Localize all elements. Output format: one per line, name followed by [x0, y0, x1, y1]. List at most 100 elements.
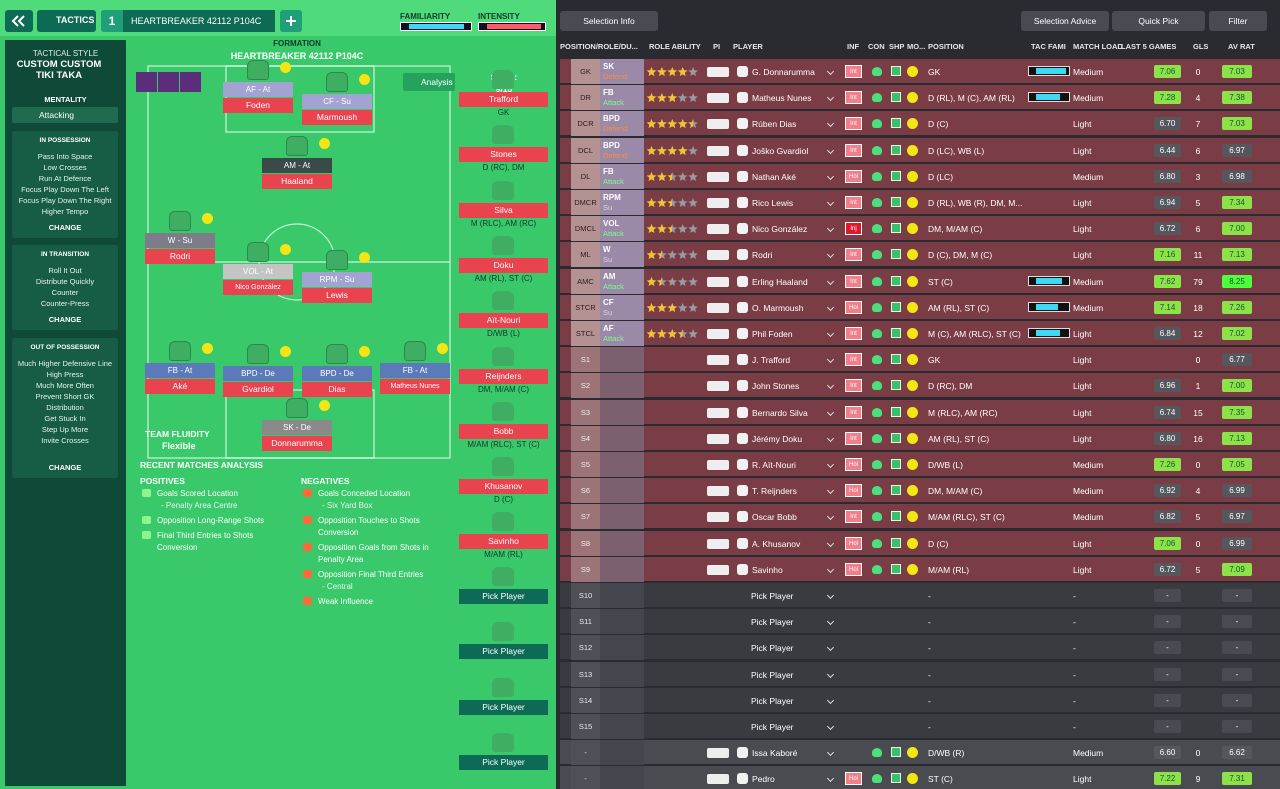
sub-name[interactable]: Silva: [459, 202, 548, 218]
table-row[interactable]: DMCL VOL Attack Nico González Inj DM, M/AM (C…: [560, 216, 1280, 242]
tactic-selector[interactable]: HEARTBREAKER 42112 P104C: [123, 10, 275, 32]
player-name[interactable]: Pick Player: [751, 722, 794, 732]
player-role[interactable]: VOL - At: [223, 264, 293, 279]
player-name[interactable]: Rodri: [145, 249, 215, 264]
table-row[interactable]: - Pedro Hol ST (C) Light 7.22 9 7.31: [560, 766, 1280, 789]
player-role[interactable]: BPD - De: [223, 366, 293, 381]
player-name[interactable]: T. Reijnders: [752, 486, 797, 497]
sub-name[interactable]: Khusanov: [459, 479, 548, 495]
sub-name[interactable]: Savinho: [459, 534, 548, 550]
sub-name[interactable]: Bobb: [459, 423, 548, 439]
change-button[interactable]: CHANGE: [48, 463, 82, 472]
player-role[interactable]: FB - At: [145, 363, 215, 378]
sub-name[interactable]: Trafford: [459, 92, 548, 107]
table-row[interactable]: S6 T. Reijnders Hol DM, M/AM (C) Medium 6.92 4…: [560, 478, 1280, 504]
player-name[interactable]: Phil Foden: [752, 329, 793, 339]
player-name[interactable]: Oscar Bobb: [752, 512, 797, 523]
player-name[interactable]: Rúben Dias: [752, 119, 797, 130]
pick-player[interactable]: Pick Player: [459, 754, 548, 770]
table-row[interactable]: S12 Pick Player - - - -: [560, 635, 1280, 661]
pick-player[interactable]: Pick Player: [459, 589, 548, 604]
player-name[interactable]: R. Aït-Nouri: [752, 460, 796, 470]
pick-player[interactable]: Pick Player: [459, 699, 548, 715]
player-role[interactable]: AF - At: [223, 82, 293, 97]
player-name[interactable]: Jérémy Doku: [752, 433, 803, 444]
table-row[interactable]: S3 Bernardo Silva Int M (RLC), AM (RC) Light…: [560, 399, 1280, 425]
player-name[interactable]: Aké: [145, 379, 215, 394]
sub-name[interactable]: Reijnders: [459, 368, 548, 384]
table-row[interactable]: S10 Pick Player - - - -: [560, 583, 1280, 608]
player-name[interactable]: O. Marmoush: [752, 302, 804, 313]
player-name[interactable]: Pick Player: [751, 669, 794, 680]
player-name[interactable]: G. Donnarumma: [752, 67, 815, 77]
player-name[interactable]: Nico González: [223, 280, 293, 295]
view-button[interactable]: [158, 72, 179, 92]
player-name[interactable]: John Stones: [752, 381, 800, 392]
table-row[interactable]: STCR CF Su O. Marmoush Hol AM (RL), ST (C) Med…: [560, 294, 1280, 320]
player-name[interactable]: Matheus Nunes: [752, 93, 812, 104]
player-name[interactable]: Pick Player: [751, 643, 794, 654]
sub-name[interactable]: Stones: [459, 147, 548, 163]
player-name[interactable]: Dias: [302, 382, 372, 397]
player-name[interactable]: Matheus Nunes: [380, 379, 450, 394]
table-row[interactable]: S14 Pick Player - - - -: [560, 687, 1280, 713]
player-name[interactable]: Pick Player: [751, 695, 794, 706]
sub-name[interactable]: Aït-Nouri: [459, 313, 548, 329]
toolbar-button[interactable]: Filter: [1209, 11, 1267, 31]
table-row[interactable]: AMC AM Attack Erling Haaland Int ST (C) Medium…: [560, 268, 1280, 294]
toolbar-button[interactable]: Selection Info: [560, 11, 658, 31]
table-row[interactable]: DCL BPD Defend Joško Gvardiol Int D (LC), WB …: [560, 137, 1280, 163]
table-row[interactable]: GK SK Defend G. Donnarumma Int GK Medium 7.06 0 7…: [560, 59, 1280, 84]
player-name[interactable]: Rico Lewis: [752, 198, 794, 208]
player-role[interactable]: W - Su: [145, 233, 215, 248]
player-name[interactable]: Erling Haaland: [752, 276, 808, 287]
toolbar-button[interactable]: Selection Advice: [1021, 11, 1109, 31]
table-row[interactable]: S9 Savinho Hol M/AM (RL) Light 6.72 5 7.09: [560, 556, 1280, 582]
change-button[interactable]: CHANGE: [48, 223, 82, 232]
player-name[interactable]: Gvardiol: [223, 382, 293, 397]
table-row[interactable]: DL FB Attack Nathan Aké Hol D (LC) Medium 6.80 3…: [560, 163, 1280, 189]
table-row[interactable]: S13 Pick Player - - - -: [560, 661, 1280, 687]
player-name[interactable]: Marmoush: [302, 110, 372, 125]
back-button[interactable]: [5, 10, 33, 32]
player-name[interactable]: Donnarumma: [262, 436, 332, 451]
player-role[interactable]: BPD - De: [302, 366, 372, 381]
table-row[interactable]: ML W Su Rodri Int D (C), DM, M (C) Light 7.16 11…: [560, 242, 1280, 268]
table-row[interactable]: S7 Oscar Bobb Int M/AM (RLC), ST (C) Medium 6…: [560, 504, 1280, 530]
player-name[interactable]: Pick Player: [751, 617, 794, 628]
tab[interactable]: TACTICS: [37, 10, 96, 32]
table-row[interactable]: S11 Pick Player - - - -: [560, 609, 1280, 635]
player-name[interactable]: Pedro: [752, 774, 775, 785]
sub-name[interactable]: Doku: [459, 257, 548, 273]
player-name[interactable]: Foden: [223, 98, 293, 113]
player-role[interactable]: CF - Su: [302, 94, 372, 109]
player-role[interactable]: SK - De: [262, 420, 332, 435]
player-name[interactable]: Pick Player: [751, 591, 794, 601]
player-name[interactable]: A. Khusanov: [752, 538, 801, 549]
table-row[interactable]: DR FB Attack Matheus Nunes Int D (RL), M (C),…: [560, 85, 1280, 111]
player-role[interactable]: AM - At: [262, 158, 332, 173]
player-name[interactable]: Nico González: [752, 224, 808, 235]
player-name[interactable]: J. Trafford: [752, 355, 791, 366]
table-row[interactable]: S1 J. Trafford Int GK Light 0 6.77: [560, 347, 1280, 373]
pick-player[interactable]: Pick Player: [459, 644, 548, 660]
table-row[interactable]: - Issa Kaboré D/WB (R) Medium 6.60 0 6.62: [560, 740, 1280, 766]
table-row[interactable]: S5 R. Aït-Nouri Hol D/WB (L) Medium 7.26 0 7.05: [560, 452, 1280, 477]
view-button[interactable]: [180, 72, 201, 92]
table-row[interactable]: S4 Jérémy Doku Int AM (RL), ST (C) Light 6.80…: [560, 425, 1280, 451]
player-name[interactable]: Nathan Aké: [752, 171, 796, 182]
add-tactic[interactable]: [280, 10, 302, 32]
mentality-dropdown[interactable]: Attacking: [12, 107, 118, 123]
player-role[interactable]: FB - At: [380, 363, 450, 378]
table-row[interactable]: S15 Pick Player - - - -: [560, 714, 1280, 739]
toolbar-button[interactable]: Quick Pick: [1112, 11, 1205, 31]
player-name[interactable]: Bernardo Silva: [752, 407, 808, 418]
player-name[interactable]: Joško Gvardiol: [752, 145, 809, 156]
player-name[interactable]: Rodri: [752, 250, 773, 261]
player-name[interactable]: Savinho: [752, 564, 783, 575]
player-name[interactable]: Issa Kaboré: [752, 748, 798, 759]
player-role[interactable]: RPM - Su: [302, 272, 372, 287]
view-button[interactable]: [136, 72, 157, 92]
table-row[interactable]: STCL AF Attack Phil Foden Int M (C), AM (RLC)…: [560, 321, 1280, 346]
analysis-button[interactable]: Analysis: [403, 73, 455, 91]
